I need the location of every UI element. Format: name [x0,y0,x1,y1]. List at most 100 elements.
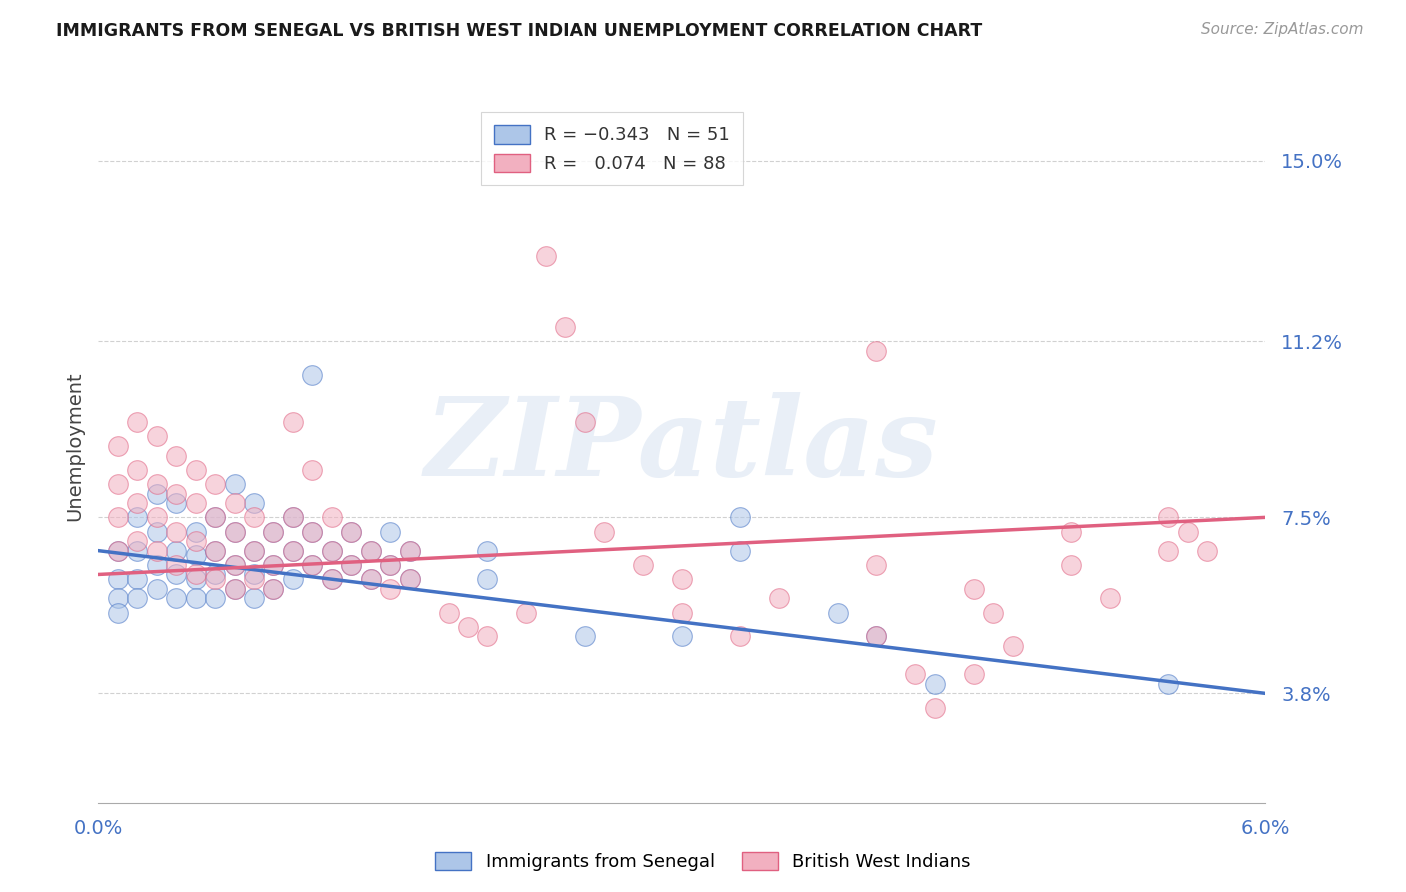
Point [224,558,246,572]
Point [243,591,266,606]
Point [457,620,479,634]
Point [107,439,129,453]
Point [340,558,363,572]
Point [224,524,246,539]
Point [981,606,1004,620]
Point [107,543,129,558]
Point [107,591,129,606]
Point [281,543,304,558]
Point [281,572,304,586]
Point [1060,558,1083,572]
Point [204,591,226,606]
Y-axis label: Unemployment: Unemployment [66,371,84,521]
Point [184,572,207,586]
Point [924,700,946,714]
Point [534,249,557,263]
Point [127,463,149,477]
Point [107,572,129,586]
Point [380,558,402,572]
Point [340,558,363,572]
Point [398,572,420,586]
Point [1098,591,1121,606]
Point [262,558,284,572]
Point [224,524,246,539]
Point [146,477,169,491]
Point [243,572,266,586]
Point [380,524,402,539]
Point [184,524,207,539]
Point [962,667,984,681]
Point [515,606,537,620]
Point [340,524,363,539]
Point [477,629,499,643]
Point [360,543,382,558]
Point [107,543,129,558]
Point [321,572,343,586]
Point [1060,524,1083,539]
Point [631,558,654,572]
Point [380,582,402,596]
Point [924,677,946,691]
Point [127,510,149,524]
Point [165,449,187,463]
Point [127,572,149,586]
Point [165,486,187,500]
Point [204,543,226,558]
Point [437,606,460,620]
Point [865,629,887,643]
Point [730,543,752,558]
Point [1001,639,1024,653]
Point [321,543,343,558]
Point [380,558,402,572]
Point [243,543,266,558]
Point [301,558,323,572]
Point [360,572,382,586]
Point [730,629,752,643]
Point [321,510,343,524]
Point [1197,543,1219,558]
Point [184,496,207,510]
Point [184,463,207,477]
Point [1177,524,1199,539]
Point [321,572,343,586]
Point [243,496,266,510]
Text: ZIPatlas: ZIPatlas [425,392,939,500]
Point [146,429,169,443]
Point [127,543,149,558]
Point [224,477,246,491]
Point [146,558,169,572]
Point [865,343,887,358]
Point [398,572,420,586]
Point [593,524,616,539]
Point [301,524,323,539]
Point [671,572,693,586]
Point [204,510,226,524]
Point [574,415,596,429]
Point [398,543,420,558]
Point [127,496,149,510]
Point [671,606,693,620]
Point [165,591,187,606]
Point [301,558,323,572]
Point [865,629,887,643]
Text: IMMIGRANTS FROM SENEGAL VS BRITISH WEST INDIAN UNEMPLOYMENT CORRELATION CHART: IMMIGRANTS FROM SENEGAL VS BRITISH WEST … [56,22,983,40]
Point [107,477,129,491]
Point [360,543,382,558]
Point [204,543,226,558]
Point [865,558,887,572]
Point [1157,677,1180,691]
Point [146,486,169,500]
Point [127,591,149,606]
Point [321,543,343,558]
Point [281,543,304,558]
Point [768,591,790,606]
Point [301,368,323,382]
Point [204,567,226,582]
Point [107,606,129,620]
Legend: Immigrants from Senegal, British West Indians: Immigrants from Senegal, British West In… [427,845,979,879]
Point [243,543,266,558]
Point [146,524,169,539]
Point [360,572,382,586]
Point [127,534,149,549]
Point [262,558,284,572]
